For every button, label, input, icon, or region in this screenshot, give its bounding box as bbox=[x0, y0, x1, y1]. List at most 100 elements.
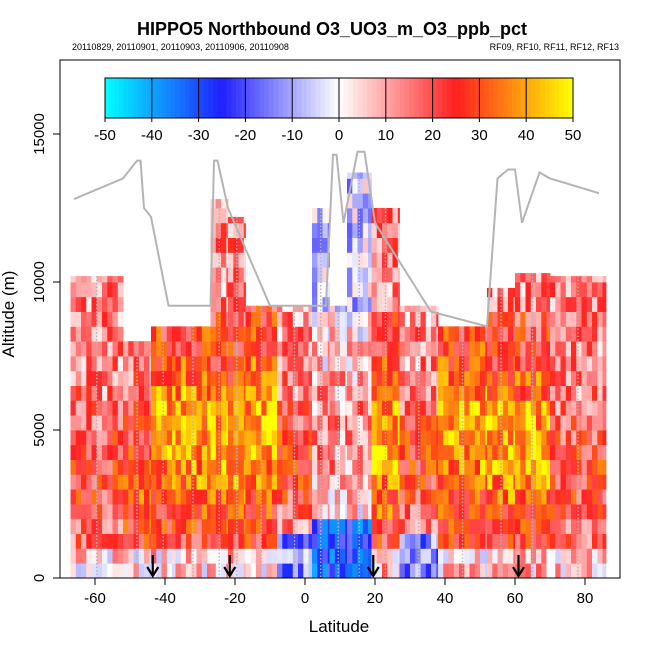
heatmap-cell bbox=[368, 193, 372, 209]
heatmap-cell bbox=[70, 504, 77, 520]
heatmap-cell bbox=[102, 489, 108, 505]
heatmap-cell bbox=[474, 563, 481, 578]
heatmap-cell bbox=[399, 474, 406, 490]
heatmap-cell bbox=[107, 276, 113, 283]
heatmap-cell bbox=[317, 237, 323, 253]
heatmap-cell bbox=[536, 504, 542, 520]
heatmap-cell bbox=[586, 533, 593, 549]
heatmap-cell bbox=[250, 311, 257, 327]
heatmap-cell bbox=[546, 415, 551, 431]
heatmap-cell bbox=[287, 311, 294, 327]
heatmap-cell bbox=[277, 474, 283, 490]
colorbar-segment bbox=[147, 78, 153, 118]
heatmap-cell bbox=[186, 518, 192, 534]
heatmap-cell bbox=[530, 563, 537, 578]
heatmap-cell bbox=[282, 533, 288, 549]
heatmap-cell bbox=[256, 341, 262, 357]
heatmap-cell bbox=[172, 533, 176, 549]
heatmap-cell bbox=[172, 430, 176, 446]
heatmap-cell bbox=[560, 341, 567, 357]
heatmap-cell bbox=[161, 444, 168, 460]
heatmap-cell bbox=[392, 282, 399, 298]
heatmap-cell bbox=[592, 282, 598, 298]
heatmap-cell bbox=[438, 533, 444, 549]
heatmap-cell bbox=[541, 430, 547, 446]
heatmap-cell bbox=[340, 356, 346, 372]
heatmap-cell bbox=[107, 296, 113, 312]
heatmap-cell bbox=[387, 548, 393, 564]
heatmap-cell bbox=[565, 489, 572, 505]
heatmap-cell bbox=[70, 282, 77, 298]
heatmap-cell bbox=[397, 489, 400, 505]
heatmap-cell bbox=[250, 489, 257, 505]
heatmap-cell bbox=[166, 489, 173, 505]
heatmap-cell bbox=[228, 341, 234, 357]
heatmap-cell bbox=[210, 533, 217, 549]
heatmap-cell bbox=[107, 385, 113, 401]
heatmap-cell bbox=[464, 504, 470, 520]
colorbar-segment bbox=[558, 78, 564, 118]
heatmap-cell bbox=[436, 311, 439, 327]
heatmap-cell bbox=[469, 430, 476, 446]
heatmap-cell bbox=[436, 563, 439, 578]
heatmap-cell bbox=[376, 356, 383, 372]
heatmap-cell bbox=[371, 385, 378, 401]
heatmap-cell bbox=[340, 311, 346, 327]
heatmap-cell bbox=[156, 326, 162, 342]
heatmap-cell bbox=[415, 489, 421, 505]
heatmap-cell bbox=[91, 296, 98, 312]
heatmap-cell bbox=[191, 415, 197, 431]
heatmap-cell bbox=[266, 489, 273, 505]
heatmap-cell bbox=[138, 430, 145, 446]
heatmap-cell bbox=[515, 489, 521, 505]
heatmap-cell bbox=[525, 273, 532, 283]
heatmap-cell bbox=[492, 356, 498, 372]
heatmap-cell bbox=[362, 415, 369, 431]
heatmap-cell bbox=[238, 370, 245, 386]
heatmap-cell bbox=[107, 504, 113, 520]
heatmap-cell bbox=[327, 489, 330, 505]
heatmap-cell bbox=[525, 548, 532, 564]
heatmap-cell bbox=[191, 518, 197, 534]
heatmap-cell bbox=[151, 459, 157, 475]
heatmap-cell bbox=[327, 326, 330, 342]
heatmap-cell bbox=[282, 415, 288, 431]
heatmap-cell bbox=[597, 430, 603, 446]
heatmap-cell bbox=[327, 311, 330, 327]
heatmap-cell bbox=[555, 282, 561, 298]
heatmap-cell bbox=[322, 459, 329, 475]
heatmap-cell bbox=[602, 370, 607, 386]
heatmap-cell bbox=[334, 415, 341, 431]
heatmap-cell bbox=[250, 548, 257, 564]
heatmap-cell bbox=[399, 400, 406, 416]
heatmap-cell bbox=[233, 548, 239, 564]
heatmap-cell bbox=[347, 518, 353, 534]
heatmap-cell bbox=[81, 385, 87, 401]
x-tick-label: 40 bbox=[437, 590, 454, 607]
heatmap-cell bbox=[508, 385, 514, 401]
heatmap-cell bbox=[546, 430, 551, 446]
heatmap-cell bbox=[156, 459, 162, 475]
heatmap-cell bbox=[420, 504, 427, 520]
heatmap-cell bbox=[250, 400, 257, 416]
heatmap-cell bbox=[592, 504, 598, 520]
heatmap-cell bbox=[70, 385, 77, 401]
heatmap-cell bbox=[149, 548, 152, 564]
heatmap-cell bbox=[271, 415, 278, 431]
heatmap-cell bbox=[191, 504, 197, 520]
colorbar-segment bbox=[207, 78, 213, 118]
heatmap-cell bbox=[298, 474, 304, 490]
heatmap-cell bbox=[352, 430, 358, 446]
heatmap-cell bbox=[397, 415, 400, 431]
heatmap-cell bbox=[128, 474, 134, 490]
heatmap-cell bbox=[357, 459, 364, 475]
heatmap-cell bbox=[555, 385, 561, 401]
heatmap-cell bbox=[282, 305, 288, 312]
heatmap-cell bbox=[347, 459, 353, 475]
colorbar-segment bbox=[222, 78, 227, 118]
heatmap-cell bbox=[520, 356, 526, 372]
heatmap-cell bbox=[497, 563, 504, 578]
heatmap-cell bbox=[107, 341, 113, 357]
heatmap-cell bbox=[149, 518, 152, 534]
heatmap-cell bbox=[282, 444, 288, 460]
